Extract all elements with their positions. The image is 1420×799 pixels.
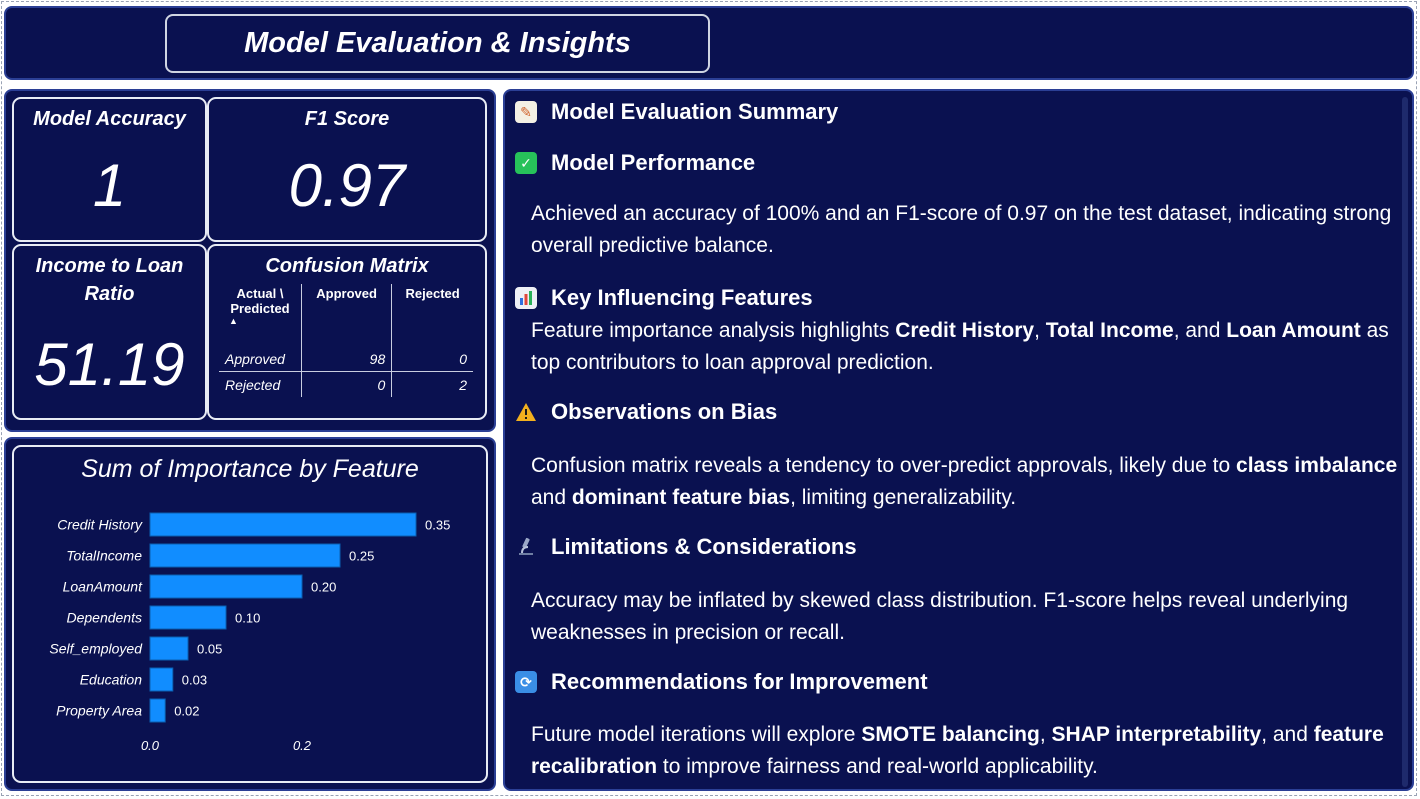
cm-row-label: Rejected [219, 371, 302, 397]
performance-text: Achieved an accuracy of 100% and an F1-s… [531, 202, 1392, 257]
bias-heading-text: Observations on Bias [551, 399, 778, 424]
table-row: Approved 98 0 [219, 346, 473, 372]
category-label: LoanAmount [63, 579, 144, 595]
income-ratio-label-line1: Income to Loan [35, 255, 184, 277]
accuracy-label: Model Accuracy [33, 108, 186, 130]
features-text: Feature importance analysis highlights C… [531, 319, 1389, 374]
data-label: 0.02 [174, 704, 199, 719]
importance-bar-chart: Credit History 0.35 TotalIncome 0.25 LoanAmo… [49, 512, 450, 753]
microscope-icon [515, 536, 537, 558]
income-ratio-label-line2: Ratio [84, 283, 135, 305]
cm-corner-line2: Predicted [230, 301, 290, 316]
bar[interactable] [149, 512, 417, 537]
data-label: 0.10 [235, 611, 260, 626]
bar[interactable] [149, 667, 174, 692]
x-tick-label: 0.0 [141, 738, 160, 753]
data-label: 0.05 [197, 642, 222, 657]
bar[interactable] [149, 636, 189, 661]
cm-cell: 0 [301, 371, 393, 397]
data-label: 0.03 [182, 673, 207, 688]
f1-value: 0.97 [288, 152, 406, 219]
table-row: Rejected 0 2 [219, 371, 473, 397]
summary-title-text: Model Evaluation Summary [551, 99, 839, 124]
category-label: TotalIncome [66, 548, 142, 564]
importance-chart-card[interactable]: Sum of Importance by Feature Credit Hist… [12, 445, 488, 783]
recommendations-heading-text: Recommendations for Improvement [551, 669, 928, 694]
recommendations-heading: ⟳ Recommendations for Improvement [515, 669, 928, 695]
bar-chart-icon [515, 287, 537, 309]
category-label: Property Area [56, 703, 142, 719]
features-heading: Key Influencing Features [515, 285, 813, 311]
cm-row-label: Approved [219, 346, 302, 372]
bias-heading: Observations on Bias [515, 399, 777, 425]
accuracy-value: 1 [92, 152, 127, 219]
bar[interactable] [149, 574, 303, 599]
chart-title: Sum of Importance by Feature [81, 455, 419, 483]
features-heading-text: Key Influencing Features [551, 285, 813, 310]
category-label: Credit History [57, 517, 143, 533]
cm-cell: 0 [391, 346, 473, 372]
limitations-heading-text: Limitations & Considerations [551, 534, 857, 559]
f1-label: F1 Score [304, 108, 390, 130]
bar[interactable] [149, 698, 166, 723]
check-mark-icon: ✓ [515, 152, 537, 174]
income-ratio-card[interactable]: Income to Loan Ratio 51.19 [12, 244, 207, 420]
income-ratio-value: 51.19 [34, 331, 185, 398]
scrollbar[interactable] [1402, 97, 1408, 787]
memo-icon: ✎ [515, 101, 537, 123]
cm-corner-header[interactable]: Actual \ Predicted ▲ [219, 284, 302, 346]
f1-card[interactable]: F1 Score 0.97 [207, 97, 487, 242]
recommendations-text: Future model iterations will explore SMO… [531, 723, 1384, 778]
page-title: Model Evaluation & Insights [244, 27, 631, 59]
chart-panel: Sum of Importance by Feature Credit Hist… [4, 437, 496, 791]
page-title-box: Model Evaluation & Insights [165, 14, 710, 73]
category-label: Education [80, 672, 142, 688]
category-label: Self_employed [49, 641, 143, 657]
category-label: Dependents [66, 610, 142, 626]
summary-title: ✎ Model Evaluation Summary [515, 99, 838, 125]
confusion-matrix-table: Actual \ Predicted ▲ Approved Rejected A… [219, 284, 473, 397]
cm-cell: 2 [459, 376, 467, 393]
accuracy-card[interactable]: Model Accuracy 1 [12, 97, 207, 242]
cm-col-header-approved[interactable]: Approved [301, 284, 393, 346]
limitations-text: Accuracy may be inflated by skewed class… [531, 589, 1349, 644]
bar[interactable] [149, 543, 341, 568]
refresh-icon: ⟳ [515, 671, 537, 693]
bias-text: Confusion matrix reveals a tendency to o… [531, 454, 1398, 509]
confusion-matrix-card[interactable]: Confusion Matrix Actual \ Predicted ▲ Ap… [207, 244, 487, 420]
kpi-panel: Model Accuracy 1 F1 Score 0.97 Income to… [4, 89, 496, 432]
limitations-heading: Limitations & Considerations [515, 534, 857, 560]
cm-corner-line1: Actual \ [236, 286, 284, 301]
performance-heading-text: Model Performance [551, 150, 756, 175]
bar[interactable] [149, 605, 227, 630]
x-tick-label: 0.2 [293, 738, 312, 753]
sort-ascending-icon: ▲ [229, 316, 238, 326]
data-label: 0.20 [311, 580, 336, 595]
cm-col-header-rejected[interactable]: Rejected [405, 286, 460, 301]
cm-cell: 98 [301, 346, 393, 372]
performance-heading: ✓ Model Performance [515, 150, 755, 176]
summary-panel: ✎ Model Evaluation Summary ✓ Model Perfo… [503, 89, 1414, 791]
data-label: 0.35 [425, 518, 450, 533]
warning-icon [515, 401, 537, 423]
confusion-matrix-title: Confusion Matrix [265, 255, 429, 277]
data-label: 0.25 [349, 549, 374, 564]
